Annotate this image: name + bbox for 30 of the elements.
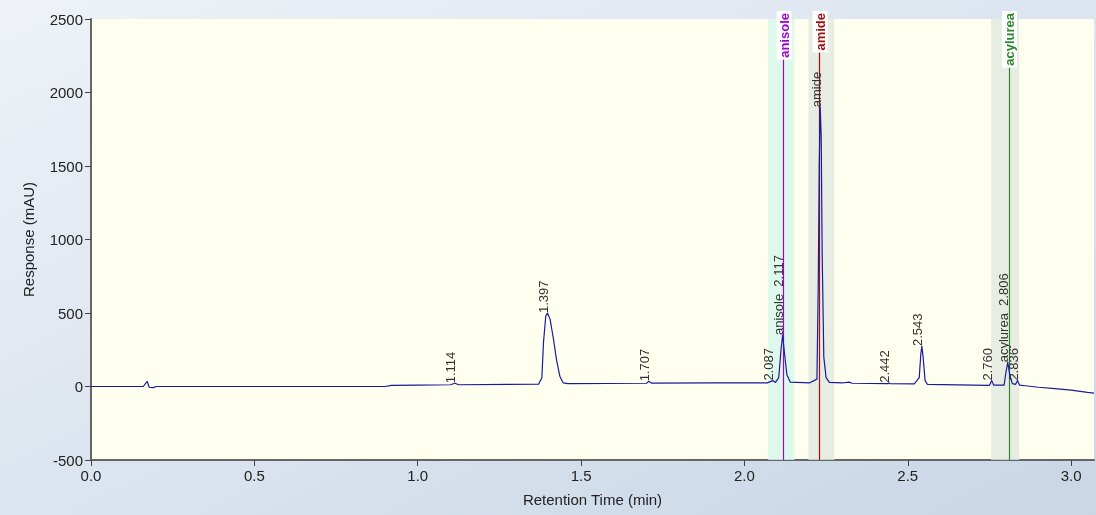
annotation: 1.114 <box>443 351 459 384</box>
x-tick-label: 2.5 <box>897 467 919 484</box>
ref-line-label: amide <box>812 13 828 51</box>
ref-line-label: anisole <box>776 13 792 58</box>
x-tick-label: 3.0 <box>1060 467 1082 484</box>
y-tick-label: 1000 <box>49 231 83 248</box>
x-tick-label: 0.0 <box>80 467 102 484</box>
annotation: acylurea 2.806 <box>996 273 1012 363</box>
x-tick-label: 2.0 <box>733 467 755 484</box>
annotation: 2.087 <box>761 348 777 381</box>
y-tick-label: -500 <box>52 451 83 469</box>
annotation: 2.442 <box>877 350 893 383</box>
y-tick-label: 2000 <box>49 84 83 101</box>
y-axis-title: Response (mAU) <box>20 181 37 298</box>
x-tick-label: 0.5 <box>243 467 265 484</box>
x-tick-label: 1.5 <box>570 467 592 484</box>
ref-line-label: acylurea <box>1002 12 1018 66</box>
y-tick-label: 0 <box>74 378 83 395</box>
annotation: 1.707 <box>637 348 653 382</box>
line-series <box>90 106 1095 394</box>
annotation: 2.760 <box>980 348 996 381</box>
annotation: 2.543 <box>910 313 926 347</box>
annotation: 1.397 <box>535 280 551 313</box>
annotation: amide <box>808 71 824 108</box>
y-tick-label: 2500 <box>49 10 83 28</box>
annotation: anisole 2.117 <box>771 255 787 336</box>
y-tick-label: 500 <box>57 304 83 322</box>
x-tick-label: 1.0 <box>407 467 429 484</box>
y-tick-label: 1500 <box>49 157 83 175</box>
x-axis-title: Retention Time (min) <box>522 491 663 508</box>
